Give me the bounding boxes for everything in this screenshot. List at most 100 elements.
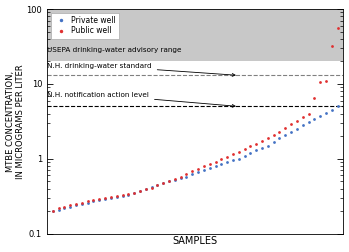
Point bbox=[265, 144, 271, 148]
Point bbox=[143, 187, 149, 192]
Point bbox=[143, 187, 149, 192]
Point bbox=[306, 112, 311, 116]
Point bbox=[73, 202, 79, 206]
Point bbox=[50, 209, 55, 213]
Point bbox=[102, 196, 108, 200]
Point bbox=[131, 191, 137, 195]
Point bbox=[218, 162, 224, 166]
Point bbox=[126, 192, 131, 196]
Point bbox=[172, 177, 178, 181]
Point bbox=[190, 172, 195, 176]
Point bbox=[242, 147, 247, 151]
Point bbox=[207, 162, 213, 166]
Point bbox=[312, 117, 317, 121]
Point bbox=[178, 176, 184, 180]
Point bbox=[195, 170, 201, 174]
Point bbox=[114, 195, 119, 199]
Point bbox=[218, 157, 224, 161]
Point bbox=[230, 159, 236, 163]
Legend: Private well, Public well: Private well, Public well bbox=[51, 13, 119, 39]
Point bbox=[213, 160, 218, 164]
Point bbox=[56, 208, 61, 212]
Point bbox=[184, 172, 189, 176]
Text: USEPA drinking-water advisory range: USEPA drinking-water advisory range bbox=[47, 47, 181, 53]
Point bbox=[91, 198, 96, 202]
Point bbox=[294, 119, 300, 123]
Point bbox=[277, 136, 282, 140]
Point bbox=[283, 133, 288, 137]
Point bbox=[62, 206, 67, 210]
Point bbox=[166, 179, 172, 183]
Point bbox=[335, 104, 340, 108]
Point bbox=[120, 193, 125, 197]
Point bbox=[137, 189, 143, 193]
Text: N.H. drinking-water standard: N.H. drinking-water standard bbox=[47, 63, 235, 76]
Point bbox=[201, 168, 207, 172]
Point bbox=[102, 197, 108, 201]
Point bbox=[317, 114, 323, 118]
Text: N.H. notification action level: N.H. notification action level bbox=[47, 92, 235, 107]
Point bbox=[312, 96, 317, 100]
Point bbox=[79, 201, 84, 205]
Point bbox=[131, 191, 137, 195]
Point bbox=[137, 189, 143, 193]
Point bbox=[161, 181, 166, 185]
Point bbox=[67, 203, 73, 207]
X-axis label: SAMPLES: SAMPLES bbox=[173, 236, 218, 246]
Point bbox=[201, 165, 207, 169]
Point bbox=[259, 139, 265, 143]
Point bbox=[166, 179, 172, 183]
Point bbox=[283, 126, 288, 130]
Point bbox=[85, 199, 90, 203]
Point bbox=[300, 115, 305, 119]
Point bbox=[213, 164, 218, 168]
Point bbox=[329, 108, 335, 112]
Point bbox=[195, 167, 201, 171]
Point bbox=[248, 144, 253, 148]
Point bbox=[96, 198, 102, 202]
Point bbox=[149, 186, 154, 190]
Point bbox=[236, 149, 242, 153]
Point bbox=[108, 195, 114, 199]
Point bbox=[323, 79, 329, 83]
Point bbox=[265, 136, 271, 140]
Point bbox=[96, 197, 102, 201]
Point bbox=[79, 202, 84, 206]
Point bbox=[114, 194, 119, 198]
Point bbox=[149, 185, 154, 189]
Point bbox=[306, 120, 311, 124]
Point bbox=[224, 154, 230, 159]
Y-axis label: MTBE CONCENTRATION,
IN MICROGRAMS PER LITER: MTBE CONCENTRATION, IN MICROGRAMS PER LI… bbox=[6, 64, 25, 179]
Point bbox=[62, 205, 67, 209]
Point bbox=[277, 130, 282, 134]
Point bbox=[190, 169, 195, 173]
Point bbox=[236, 157, 242, 161]
Point bbox=[91, 199, 96, 203]
Point bbox=[335, 26, 340, 30]
Point bbox=[155, 183, 160, 187]
Point bbox=[288, 130, 294, 134]
Point bbox=[56, 206, 61, 210]
Point bbox=[253, 141, 259, 145]
Point bbox=[50, 209, 55, 213]
Point bbox=[126, 193, 131, 197]
Point bbox=[161, 181, 166, 185]
Point bbox=[172, 178, 178, 182]
Point bbox=[178, 174, 184, 178]
Point bbox=[85, 201, 90, 205]
Point bbox=[323, 111, 329, 115]
Bar bbox=[47, 9, 343, 61]
Point bbox=[248, 151, 253, 155]
Point bbox=[207, 166, 213, 170]
Point bbox=[155, 183, 160, 187]
Point bbox=[288, 122, 294, 126]
Point bbox=[253, 148, 259, 152]
Point bbox=[300, 123, 305, 127]
Point bbox=[230, 152, 236, 156]
Point bbox=[317, 80, 323, 84]
Point bbox=[67, 205, 73, 209]
Point bbox=[120, 194, 125, 198]
Point bbox=[73, 203, 79, 207]
Point bbox=[271, 133, 276, 137]
Point bbox=[271, 140, 276, 144]
